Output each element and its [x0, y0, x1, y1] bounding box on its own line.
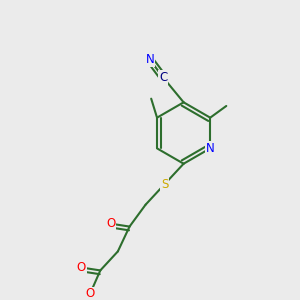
- Text: S: S: [161, 178, 168, 191]
- Text: O: O: [77, 261, 86, 274]
- Text: N: N: [206, 142, 214, 155]
- Text: O: O: [106, 217, 115, 230]
- Text: N: N: [146, 53, 154, 66]
- Text: O: O: [85, 287, 95, 300]
- Text: C: C: [159, 71, 167, 84]
